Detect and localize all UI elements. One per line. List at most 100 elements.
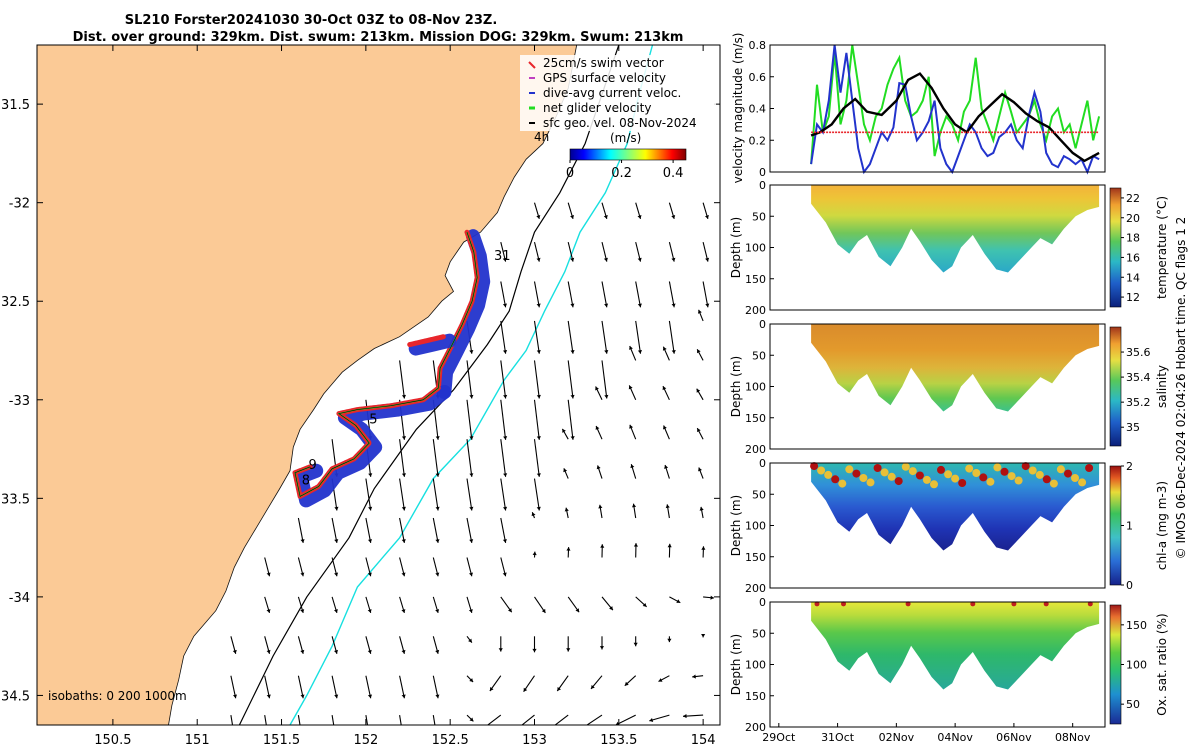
sfc-velocity-arrowhead	[562, 428, 566, 433]
chl-bloom-mark	[845, 465, 854, 474]
time-tick-label: 29Oct	[762, 731, 796, 744]
sfc-velocity-vector	[365, 478, 372, 511]
sfc-velocity-arrowhead	[514, 727, 518, 731]
chl-bloom-mark	[1056, 465, 1065, 474]
sfc-velocity-arrowhead	[435, 436, 440, 440]
glider-path-line	[294, 232, 478, 497]
sfc-velocity-arrowhead	[469, 436, 474, 440]
sfc-velocity-arrowhead	[502, 303, 507, 308]
ox-surface-mark	[1043, 601, 1049, 607]
section-colorbar	[1109, 326, 1122, 447]
sfc-velocity-arrowhead	[536, 506, 541, 511]
sfc-velocity-arrowhead	[502, 572, 507, 577]
map-panel: 31 5 89 150.5 151 151.5 152 152.5 153 153.5 154 3…	[1, 44, 721, 748]
sfc-velocity-arrowhead	[300, 694, 305, 699]
depth-tick-label: 200	[745, 582, 766, 595]
sfc-velocity-arrowhead	[557, 687, 561, 691]
sfc-velocity-arrowhead	[469, 473, 474, 477]
chl-bloom-mark	[831, 475, 840, 484]
sfc-velocity-arrowhead	[548, 727, 552, 731]
map-frame	[36, 44, 721, 726]
figure-title-line2: Dist. over ground: 329km. Dist. swum: 21…	[73, 30, 684, 45]
sfc-velocity-arrowhead	[300, 539, 305, 543]
sfc-velocity-arrowhead	[401, 572, 406, 577]
chl-bloom-mark	[986, 477, 995, 486]
sfc-velocity-arrowhead	[536, 394, 541, 399]
velocity-vector-field	[230, 202, 715, 745]
depth-tick-label: 100	[745, 381, 766, 394]
chl-bloom-mark	[866, 478, 875, 487]
sfc-velocity-arrowhead	[367, 694, 372, 699]
map-x-axis: 150.5 151 151.5 152 152.5 153 153.5 154	[94, 45, 716, 748]
velocity-ytick-label: 0.6	[749, 71, 767, 84]
sfc-velocity-arrowhead	[481, 727, 485, 731]
sfc-velocity-arrowhead	[523, 687, 528, 692]
swim-vector-band	[407, 334, 446, 348]
sfc-velocity-arrowhead	[698, 467, 702, 472]
chl-bloom-mark	[908, 467, 917, 476]
time-axis: 29Oct 31Oct 02Nov 04Nov 06Nov 08Nov	[762, 723, 1091, 744]
map-ytick-label: 34.5	[1, 689, 30, 704]
sfc-velocity-arrowhead	[596, 465, 601, 470]
map-xtick-label: 151	[185, 733, 210, 748]
sfc-velocity-vector	[297, 517, 304, 544]
depth-tick-label: 200	[745, 443, 766, 456]
chl-bloom-mark	[951, 474, 960, 483]
chl-bloom-mark	[824, 470, 833, 479]
sfc-velocity-vector	[399, 439, 405, 477]
sfc-velocity-arrowhead	[401, 609, 406, 613]
sfc-velocity-arrowhead	[508, 608, 512, 613]
isobath-label: isobaths: 0 200 1000m	[48, 689, 187, 703]
sfc-velocity-vector	[635, 320, 642, 354]
depth-tick-label: 100	[745, 520, 766, 533]
sfc-velocity-arrowhead	[536, 473, 541, 477]
sfc-velocity-arrowhead	[368, 506, 373, 511]
sfc-velocity-arrowhead	[692, 674, 696, 679]
sfc-velocity-arrowhead	[701, 546, 706, 550]
colorbar-tick-label: 16	[1126, 251, 1140, 264]
section-panel-1: 0 50 100 150 200 Depth (m) 22 20 18 16 14 12 tempera…	[729, 179, 1169, 317]
sfc-velocity-vector	[365, 715, 369, 725]
chl-bloom-mark	[1085, 464, 1094, 472]
sfc-velocity-arrowhead	[637, 257, 642, 262]
sfc-velocity-arrowhead	[503, 506, 508, 511]
ox-surface-mark	[841, 601, 846, 607]
track-day-label: 8	[302, 474, 310, 489]
sfc-velocity-arrowhead	[489, 687, 494, 691]
sfc-velocity-vector	[466, 439, 473, 477]
chl-bloom-mark	[972, 469, 981, 477]
sfc-velocity-arrowhead	[233, 741, 237, 745]
sfc-velocity-arrowhead	[401, 394, 406, 399]
depth-tick-label: 50	[752, 488, 766, 501]
sfc-velocity-arrowhead	[435, 694, 440, 699]
sfc-velocity-arrowhead	[662, 386, 667, 391]
chl-bloom-mark	[894, 477, 903, 486]
sfc-velocity-arrowhead	[334, 572, 339, 577]
sfc-velocity-arrowhead	[469, 394, 474, 399]
track-day-label: 9	[309, 458, 317, 473]
sfc-velocity-arrowhead	[232, 649, 237, 654]
chl-bloom-mark	[873, 464, 882, 472]
depth-tick-label: 200	[745, 304, 766, 317]
sfc-velocity-arrowhead	[334, 649, 338, 654]
sfc-velocity-arrowhead	[658, 678, 663, 682]
sfc-velocity-arrowhead	[570, 436, 575, 440]
sfc-velocity-vector	[567, 399, 574, 440]
colorbar-tick-label: 18	[1126, 232, 1140, 245]
depth-tick-label: 0	[759, 457, 766, 470]
sfc-velocity-vector	[230, 715, 234, 725]
chl-bloom-mark	[817, 466, 826, 475]
chl-bloom-mark	[930, 480, 938, 489]
sfc-velocity-vector	[567, 360, 574, 399]
sfc-velocity-arrowhead	[300, 649, 305, 654]
sfc-velocity-vector	[533, 320, 540, 354]
chl-bloom-mark	[958, 479, 967, 487]
chl-bloom-mark	[1014, 476, 1023, 485]
legend-label-gps: GPS surface velocity	[543, 71, 666, 85]
sfc-velocity-vector	[264, 675, 271, 699]
sfc-velocity-arrowhead	[697, 428, 701, 433]
sfc-velocity-arrowhead	[367, 649, 372, 654]
sfc-velocity-arrowhead	[563, 468, 568, 473]
colorbar-tick-label: 20	[1126, 212, 1140, 225]
